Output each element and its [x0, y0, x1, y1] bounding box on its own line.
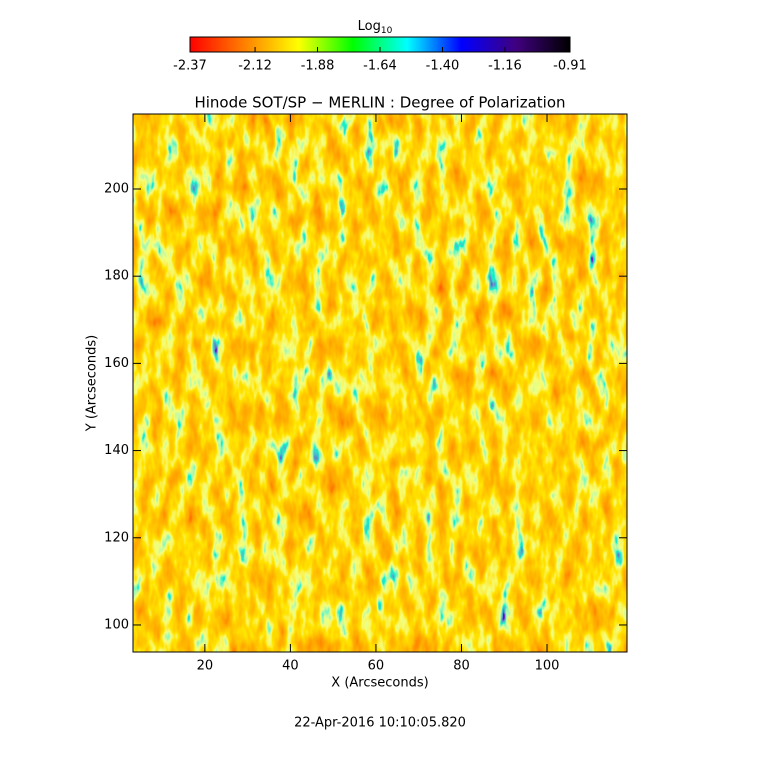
colorbar-label-sub: 10	[381, 26, 393, 36]
y-tick-label: 180	[104, 269, 129, 284]
y-tick-label: 120	[104, 530, 129, 545]
x-axis-label: X (Arcseconds)	[331, 676, 428, 691]
colorbar-tick-label: -0.91	[553, 59, 587, 74]
y-axis-label: Y (Arcseconds)	[85, 335, 100, 432]
colorbar-tick-label: -1.40	[426, 59, 460, 74]
y-tick-label: 100	[104, 617, 129, 632]
colorbar-label-main: Log	[358, 19, 381, 34]
heatmap-image	[133, 114, 627, 652]
y-tick-label: 200	[104, 181, 129, 196]
colorbar-tick-label: -2.12	[238, 59, 272, 74]
y-tick-label: 140	[104, 443, 129, 458]
plot-frame	[132, 113, 628, 653]
x-tick-label: 60	[368, 659, 385, 674]
x-tick-label: 40	[282, 659, 299, 674]
colorbar-tick-label: -2.37	[173, 59, 207, 74]
chart-title: Hinode SOT/SP − MERLIN : Degree of Polar…	[194, 94, 565, 112]
x-tick-label: 80	[453, 659, 470, 674]
colorbar-tick-label: -1.88	[301, 59, 335, 74]
x-tick-label: 20	[197, 659, 214, 674]
x-tick-label: 100	[535, 659, 560, 674]
y-tick-label: 160	[104, 356, 129, 371]
colorbar-label: Log10	[358, 19, 393, 36]
footer-timestamp: 22-Apr-2016 10:10:05.820	[294, 716, 466, 731]
colorbar-tick-label: -1.64	[363, 59, 397, 74]
colorbar-tick-label: -1.16	[488, 59, 522, 74]
